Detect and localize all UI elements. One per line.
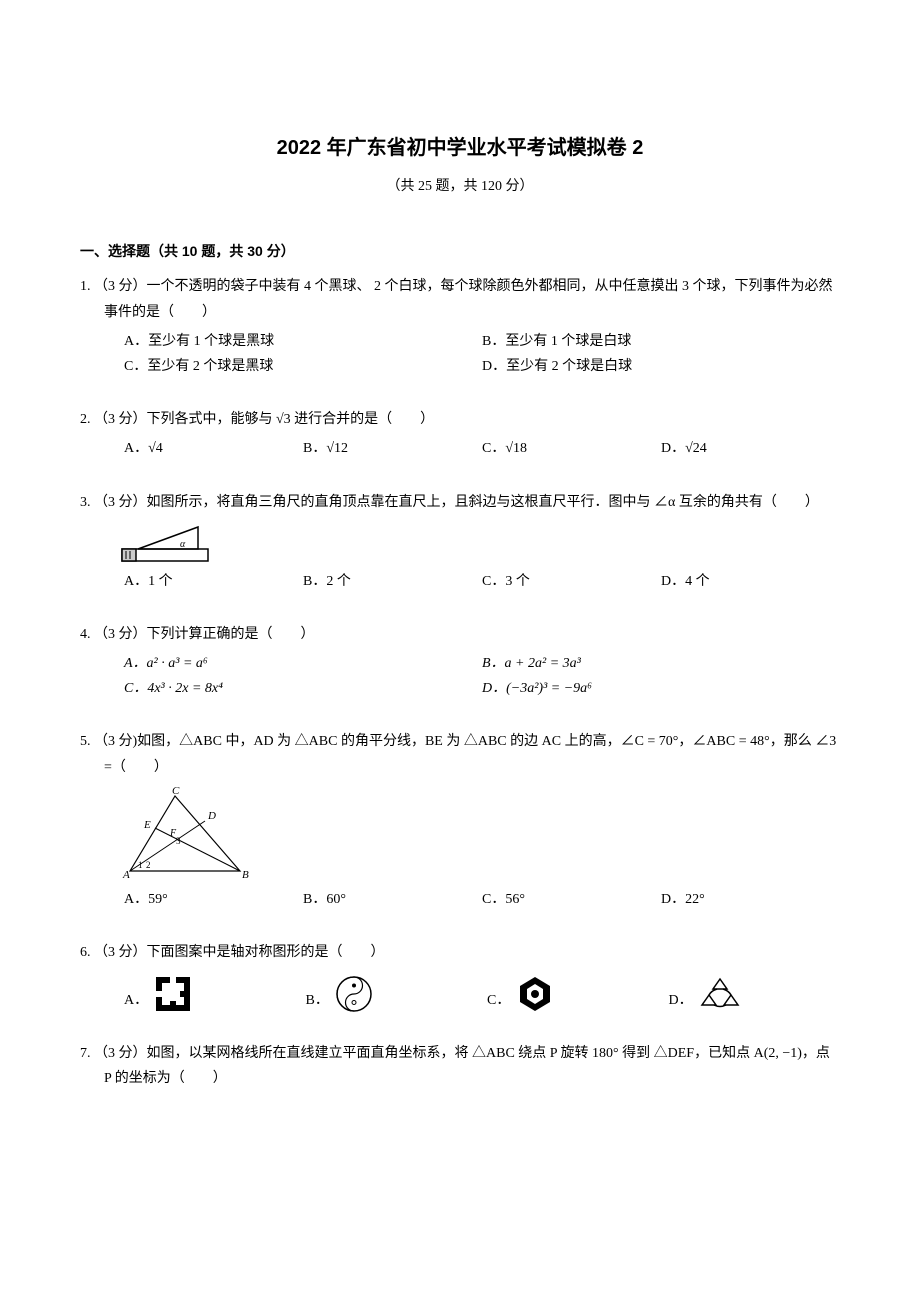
q1-opt-c: C．至少有 2 个球是黑球 — [124, 354, 482, 379]
q5-stem: 5. （3 分)如图，△ABC 中，AD 为 △ABC 的角平分线，BE 为 △… — [80, 734, 836, 774]
q5-opt-a: A．59° — [124, 887, 303, 912]
q6-a-label: A． — [124, 988, 148, 1013]
q7-stem: 7. （3 分）如图，以某网格线所在直线建立平面直角坐标系，将 △ABC 绕点 … — [80, 1046, 830, 1086]
yinyang-icon — [335, 975, 373, 1013]
ruler-triangle-icon: α — [120, 521, 210, 563]
q6-opt-b: B． — [306, 975, 478, 1013]
recycle-icon — [699, 975, 741, 1013]
q2-stem: 2. （3 分）下列各式中，能够与 √3 进行合并的是（ ） — [80, 412, 434, 427]
q1-options: A．至少有 1 个球是黑球 B．至少有 1 个球是白球 C．至少有 2 个球是黑… — [104, 329, 840, 379]
q3-opt-d: D．4 个 — [661, 569, 840, 594]
q5-opt-b: B．60° — [303, 887, 482, 912]
q1-opt-a: A．至少有 1 个球是黑球 — [124, 329, 482, 354]
section-header: 一、选择题（共 10 题，共 30 分） — [80, 239, 840, 264]
svg-text:1: 1 — [138, 860, 143, 870]
svg-text:E: E — [143, 819, 151, 831]
q1-stem: 1. （3 分）一个不透明的袋子中装有 4 个黑球、 2 个白球，每个球除颜色外… — [80, 279, 833, 319]
svg-text:A: A — [122, 869, 130, 881]
q6-options: A． B． — [104, 975, 840, 1013]
q4-options: A．a² · a³ = a⁶ B．a + 2a² = 3a³ C．4x³ · 2… — [104, 651, 840, 701]
question-2: 2. （3 分）下列各式中，能够与 √3 进行合并的是（ ） A．√4 B．√1… — [80, 407, 840, 461]
q6-c-label: C． — [487, 988, 510, 1013]
q4-stem: 4. （3 分）下列计算正确的是（ ） — [80, 627, 315, 642]
puzzle-icon — [154, 975, 192, 1013]
q6-opt-a: A． — [124, 975, 296, 1013]
svg-text:2: 2 — [146, 860, 151, 870]
q5-options: A．59° B．60° C．56° D．22° — [104, 887, 840, 912]
question-4: 4. （3 分）下列计算正确的是（ ） A．a² · a³ = a⁶ B．a +… — [80, 622, 840, 702]
q6-d-label: D． — [669, 988, 693, 1013]
question-1: 1. （3 分）一个不透明的袋子中装有 4 个黑球、 2 个白球，每个球除颜色外… — [80, 274, 840, 379]
q6-b-label: B． — [306, 988, 329, 1013]
q5-figure: A B C D E F 3 1 2 — [120, 786, 840, 881]
q3-figure: α — [120, 521, 840, 563]
q1-opt-d: D．至少有 2 个球是白球 — [482, 354, 840, 379]
q1-opt-b: B．至少有 1 个球是白球 — [482, 329, 840, 354]
q5-opt-d: D．22° — [661, 887, 840, 912]
svg-text:C: C — [172, 786, 180, 797]
question-7: 7. （3 分）如图，以某网格线所在直线建立平面直角坐标系，将 △ABC 绕点 … — [80, 1041, 840, 1091]
page-subtitle: （共 25 题，共 120 分） — [80, 174, 840, 199]
q5-opt-c: C．56° — [482, 887, 661, 912]
triangle-abc-icon: A B C D E F 3 1 2 — [120, 786, 260, 881]
q3-opt-a: A．1 个 — [124, 569, 303, 594]
alpha-label: α — [180, 539, 186, 550]
q6-stem: 6. （3 分）下面图案中是轴对称图形的是（ ） — [80, 945, 385, 960]
q3-opt-c: C．3 个 — [482, 569, 661, 594]
question-5: 5. （3 分)如图，△ABC 中，AD 为 △ABC 的角平分线，BE 为 △… — [80, 729, 840, 912]
q2-opt-b: B．√12 — [303, 436, 482, 461]
question-3: 3. （3 分）如图所示，将直角三角尺的直角顶点靠在直尺上，且斜边与这根直尺平行… — [80, 490, 840, 594]
q6-opt-d: D． — [669, 975, 841, 1013]
svg-text:3: 3 — [176, 836, 181, 846]
hexagon-dot-icon — [516, 975, 554, 1013]
q3-opt-b: B．2 个 — [303, 569, 482, 594]
q2-options: A．√4 B．√12 C．√18 D．√24 — [104, 436, 840, 461]
q2-opt-d: D．√24 — [661, 436, 840, 461]
q6-opt-c: C． — [487, 975, 659, 1013]
q2-opt-a: A．√4 — [124, 436, 303, 461]
q4-opt-b: B．a + 2a² = 3a³ — [482, 651, 840, 676]
q4-opt-d: D．(−3a²)³ = −9a⁶ — [482, 676, 840, 701]
q3-stem: 3. （3 分）如图所示，将直角三角尺的直角顶点靠在直尺上，且斜边与这根直尺平行… — [80, 495, 819, 510]
q4-opt-a: A．a² · a³ = a⁶ — [124, 651, 482, 676]
svg-text:D: D — [207, 810, 216, 822]
svg-text:B: B — [242, 869, 249, 881]
q2-opt-c: C．√18 — [482, 436, 661, 461]
q3-options: A．1 个 B．2 个 C．3 个 D．4 个 — [104, 569, 840, 594]
q4-opt-c: C．4x³ · 2x = 8x⁴ — [124, 676, 482, 701]
page-title: 2022 年广东省初中学业水平考试模拟卷 2 — [80, 130, 840, 166]
question-6: 6. （3 分）下面图案中是轴对称图形的是（ ） A． B． — [80, 940, 840, 1013]
